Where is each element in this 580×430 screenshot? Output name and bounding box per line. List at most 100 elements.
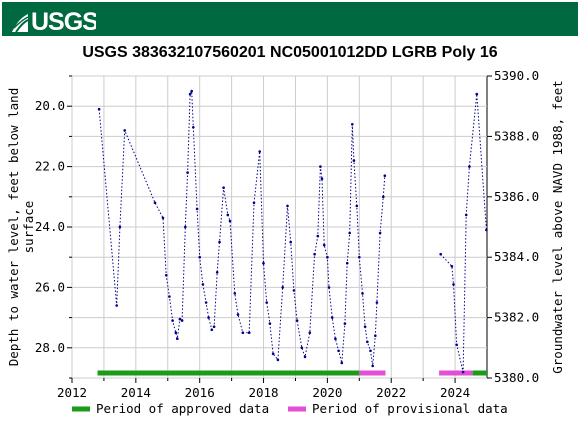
data-point	[268, 322, 272, 325]
y-tick-label: 28.0	[35, 340, 65, 355]
data-point	[176, 337, 179, 341]
y-right-tick-label: 5384.0	[494, 249, 539, 264]
grid-lines	[71, 75, 487, 379]
data-point	[351, 123, 354, 126]
data-point	[218, 240, 221, 244]
data-point	[343, 322, 347, 325]
data-point	[361, 292, 364, 295]
data-point	[195, 207, 199, 211]
data-point	[198, 255, 201, 259]
data-point	[192, 126, 195, 129]
data-series	[97, 89, 488, 374]
data-point	[204, 301, 208, 304]
data-point	[475, 92, 479, 96]
legend-label: Period of provisional data	[312, 401, 508, 416]
data-point	[161, 216, 165, 220]
data-point	[452, 283, 455, 286]
data-point	[207, 316, 210, 319]
data-point	[292, 289, 296, 292]
data-point	[180, 319, 184, 322]
usgs-logo-icon: USGS	[12, 8, 96, 34]
data-point	[171, 319, 174, 322]
data-point	[363, 325, 367, 329]
usgs-logo-text: USGS	[31, 8, 96, 34]
data-point	[330, 316, 334, 319]
y-tick-label: 22.0	[35, 159, 65, 174]
data-point	[345, 261, 349, 265]
data-point	[375, 301, 379, 304]
y-right-tick-label: 5382.0	[494, 310, 539, 325]
data-point	[455, 343, 459, 347]
data-point	[123, 129, 126, 132]
y-right-tick-label: 5388.0	[494, 128, 539, 143]
x-tick-label: 2020	[312, 385, 342, 400]
data-point	[348, 231, 352, 235]
data-point	[233, 292, 237, 295]
y-right-tick-label: 5380.0	[494, 370, 539, 385]
data-point	[382, 195, 385, 199]
legend-label: Period of approved data	[96, 401, 269, 416]
data-point	[184, 225, 187, 229]
data-point	[358, 255, 361, 259]
data-point	[281, 286, 285, 289]
x-tick-label: 2016	[185, 385, 215, 400]
data-point	[464, 213, 468, 217]
data-point	[190, 89, 193, 93]
y-axis-right-ticks: 5380.0 5382.0 5384.0 5386.0 5388.0 5390.0	[487, 68, 539, 385]
data-point	[164, 274, 168, 277]
data-point	[153, 201, 157, 205]
data-point	[210, 328, 214, 332]
data-point	[236, 313, 240, 316]
y-axis-ticks: 20.0 22.0 24.0 26.0 28.0	[35, 75, 72, 379]
data-point	[369, 349, 372, 353]
data-point	[289, 240, 293, 244]
data-point	[188, 92, 192, 96]
data-point	[320, 177, 324, 180]
data-point	[468, 165, 471, 168]
data-point	[115, 304, 118, 307]
y-right-tick-label: 5390.0	[494, 68, 539, 83]
x-tick-label: 2022	[376, 385, 406, 400]
x-axis-ticks: 2012 2014 2016 2018 2020 2022 2024	[57, 378, 470, 400]
data-point	[252, 201, 256, 205]
usgs-logo[interactable]: USGS	[10, 6, 96, 34]
x-tick-label: 2024	[440, 385, 470, 400]
data-point	[265, 301, 269, 304]
data-point	[97, 107, 101, 111]
y-axis-label-line: Depth to water level, feet below land	[6, 88, 21, 366]
data-point	[383, 174, 387, 177]
data-point	[313, 252, 316, 256]
data-point	[286, 204, 289, 208]
series-line	[98, 89, 386, 366]
data-point	[322, 243, 326, 247]
data-point	[258, 150, 262, 153]
data-point	[327, 286, 331, 289]
y-tick-label: 26.0	[35, 279, 65, 294]
x-tick-label: 2012	[57, 385, 87, 400]
data-point	[295, 319, 299, 322]
data-point	[241, 331, 245, 335]
data-point	[247, 331, 251, 335]
y-right-tick-label: 5386.0	[494, 189, 539, 204]
data-point	[316, 234, 320, 238]
data-point	[319, 165, 322, 168]
legend: Period of approved data Period of provisi…	[72, 401, 508, 416]
y-axis-label-line: surface	[21, 201, 36, 254]
y-axis-right-label: Groundwater level above NAVD 1988, feet	[550, 80, 565, 374]
data-point	[178, 317, 182, 321]
data-point	[300, 346, 304, 350]
data-point	[366, 340, 369, 344]
data-point	[334, 337, 337, 341]
data-point	[226, 213, 230, 217]
data-point	[308, 331, 312, 335]
data-point	[374, 334, 377, 338]
data-point	[201, 283, 205, 286]
data-point	[450, 265, 454, 268]
data-point	[337, 349, 340, 353]
usgs-banner: USGS	[2, 2, 578, 36]
data-point	[212, 325, 216, 329]
chart-title: USGS 383632107560201 NC05001012DD LGRB P…	[82, 44, 498, 61]
data-point	[222, 186, 225, 189]
data-point	[461, 370, 465, 374]
